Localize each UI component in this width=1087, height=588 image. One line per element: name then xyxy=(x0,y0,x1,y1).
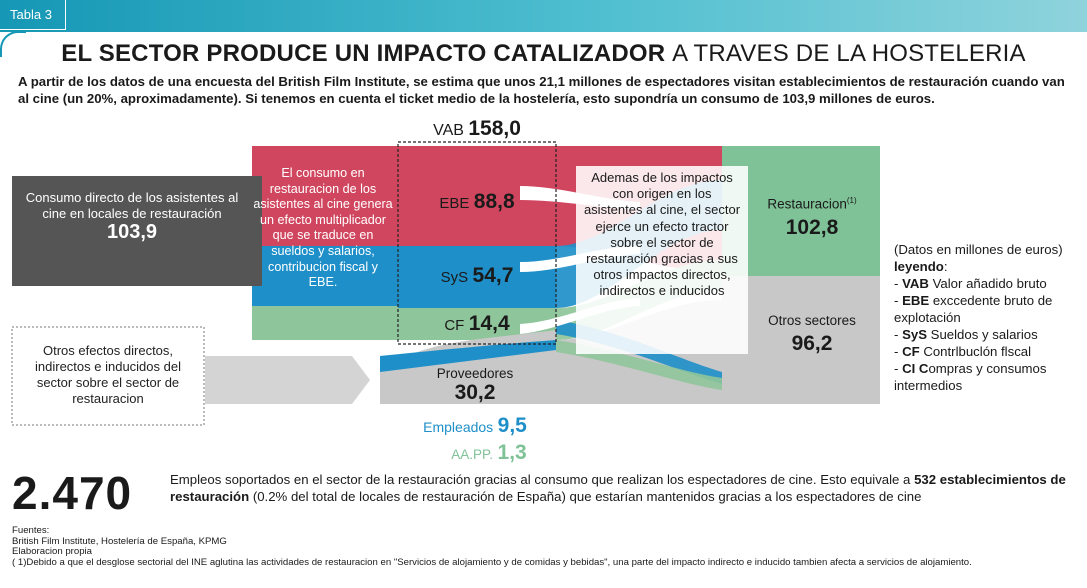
cf-label-group: CF 14,4 xyxy=(398,312,556,336)
sys-value: 54,7 xyxy=(472,264,514,287)
title-rest: A TRAVES DE LA HOSTELERIA xyxy=(672,40,1026,67)
consumo-text: Consumo directo de los asistentes al cin… xyxy=(20,190,244,243)
ebe-flow-left xyxy=(252,146,402,246)
legend: (Datos en millones de euros) leyendo: - … xyxy=(894,241,1084,394)
intro-paragraph: A partir de los datos de una encuesta de… xyxy=(18,74,1065,106)
footer-text-c: (0.2% del total de locales de restauraci… xyxy=(249,488,922,504)
aapp-value: 1,3 xyxy=(497,441,527,464)
restauracion-block xyxy=(722,146,880,276)
restauracion-label-text: Restauracion xyxy=(767,196,847,212)
otros-sectores-block xyxy=(722,276,880,404)
connect-flow xyxy=(252,176,262,286)
ebe-value: 88,8 xyxy=(473,190,515,213)
proveedores-group: Proveedores 30,2 xyxy=(400,366,550,405)
legend-item-ci: - CI Compras y consumos intermedios xyxy=(894,361,1047,393)
big-number: 2.470 xyxy=(12,467,133,519)
otros-efectos-arrow xyxy=(205,356,370,404)
sources-title: Fuentes: xyxy=(12,525,50,536)
sources: Fuentes: British Film Institute, Hostele… xyxy=(12,525,1082,568)
legend-note: (Datos en millones de euros) xyxy=(894,242,1063,257)
proveedores-label: Proveedores xyxy=(436,366,514,381)
ebe-label: EBE xyxy=(439,195,470,212)
vab-label-group: VAB 158,0 xyxy=(398,117,556,141)
proveedores-top-flow xyxy=(380,340,556,372)
proveedores-value: 30,2 xyxy=(454,381,496,404)
restauracion-sup: (1) xyxy=(846,196,857,205)
otros-sectores-label: Otros sectores xyxy=(768,313,856,328)
vab-value: 158,0 xyxy=(468,117,521,140)
top-bar: Tabla 3 xyxy=(0,0,1087,32)
cf-value: 14,4 xyxy=(468,312,510,335)
title-bold: EL SECTOR PRODUCE UN IMPACTO CATALIZADOR xyxy=(61,40,666,67)
legend-item-vab: - VAB Valor añadido bruto xyxy=(894,276,1047,291)
ademas-box xyxy=(576,166,748,354)
empleados-group: Empleados 9,5 xyxy=(400,414,550,438)
legend-text: Valor añadido bruto xyxy=(928,276,1047,291)
legend-text: Contrlbuclón flscal xyxy=(919,344,1032,359)
ebe-label-group: EBE 88,8 xyxy=(398,190,556,214)
legend-title: leyendo xyxy=(894,259,944,274)
aapp-group: AA.PP. 1,3 xyxy=(414,441,564,465)
empleados-value: 9,5 xyxy=(497,414,527,437)
sys-label-group: SyS 54,7 xyxy=(398,264,556,288)
page-title: EL SECTOR PRODUCE UN IMPACTO CATALIZADOR… xyxy=(0,40,1087,68)
otros-efectos-box xyxy=(11,326,205,426)
restauracion-group: Restauracion(1) 102,8 xyxy=(722,196,902,240)
consumo-label: Consumo directo de los asistentes al cin… xyxy=(25,190,239,221)
footnote: ( 1)Debido a que el desglose sectorial d… xyxy=(12,556,972,568)
sys-label: SyS xyxy=(440,269,469,286)
consumo-value: 103,9 xyxy=(106,221,158,243)
restauracion-label: Restauracion(1) xyxy=(722,196,902,212)
consumo-box xyxy=(12,176,252,286)
legend-text: Sueldos y salarios xyxy=(927,327,1038,342)
legend-abbr: CF xyxy=(902,344,920,359)
footer-text-b: 532 establecimientos de restauración xyxy=(170,472,1066,504)
legend-abbr: SyS xyxy=(902,327,927,342)
legend-text: ompras y consumos intermedios xyxy=(894,361,1047,393)
legend-abbr: EBE xyxy=(902,293,930,308)
aapp-label: AA.PP. xyxy=(451,447,494,462)
restauracion-value: 102,8 xyxy=(785,215,839,239)
sys-flow-left xyxy=(252,246,402,306)
empleados-label: Empleados xyxy=(423,419,494,435)
footer-text: Empleos soportados en el sector de la re… xyxy=(170,472,1082,505)
vab-label: VAB xyxy=(433,122,464,139)
legend-item-ebe: - EBE exccedente bruto de explotación xyxy=(894,293,1053,325)
legend-text: exccedente bruto de explotación xyxy=(894,293,1053,325)
otros-sectores-group: Otros sectores 96,2 xyxy=(722,312,902,356)
content-frame xyxy=(0,31,1087,588)
legend-item-sys: - SyS Sueldos y salarios xyxy=(894,327,1038,342)
cf-label: CF xyxy=(444,317,465,334)
ademas-text: Ademas de los impactos con origen en los… xyxy=(583,170,741,299)
table-tab-label: Tabla 3 xyxy=(0,0,66,30)
footer-text-a: Empleos soportados en el sector de la re… xyxy=(170,472,915,487)
legend-abbr: VAB xyxy=(902,276,929,291)
otros-efectos-text: Otros efectos directos, indirectos e ind… xyxy=(35,343,181,406)
multiplicador-text: El consumo en restauracion de los asiste… xyxy=(253,166,393,290)
legend-item-cf: - CF Contrlbuclón flscal xyxy=(894,344,1032,359)
sys-bar xyxy=(398,246,556,308)
legend-title-row: leyendo: xyxy=(894,259,948,274)
sources-line: British Film Institute, Hostelería de Es… xyxy=(12,535,227,547)
cf-flow-left xyxy=(252,306,402,340)
otros-sectores-value: 96,2 xyxy=(791,332,833,355)
elaboracion-line: Elaboracion propia xyxy=(12,546,93,558)
legend-abbr: CI C xyxy=(902,361,929,376)
